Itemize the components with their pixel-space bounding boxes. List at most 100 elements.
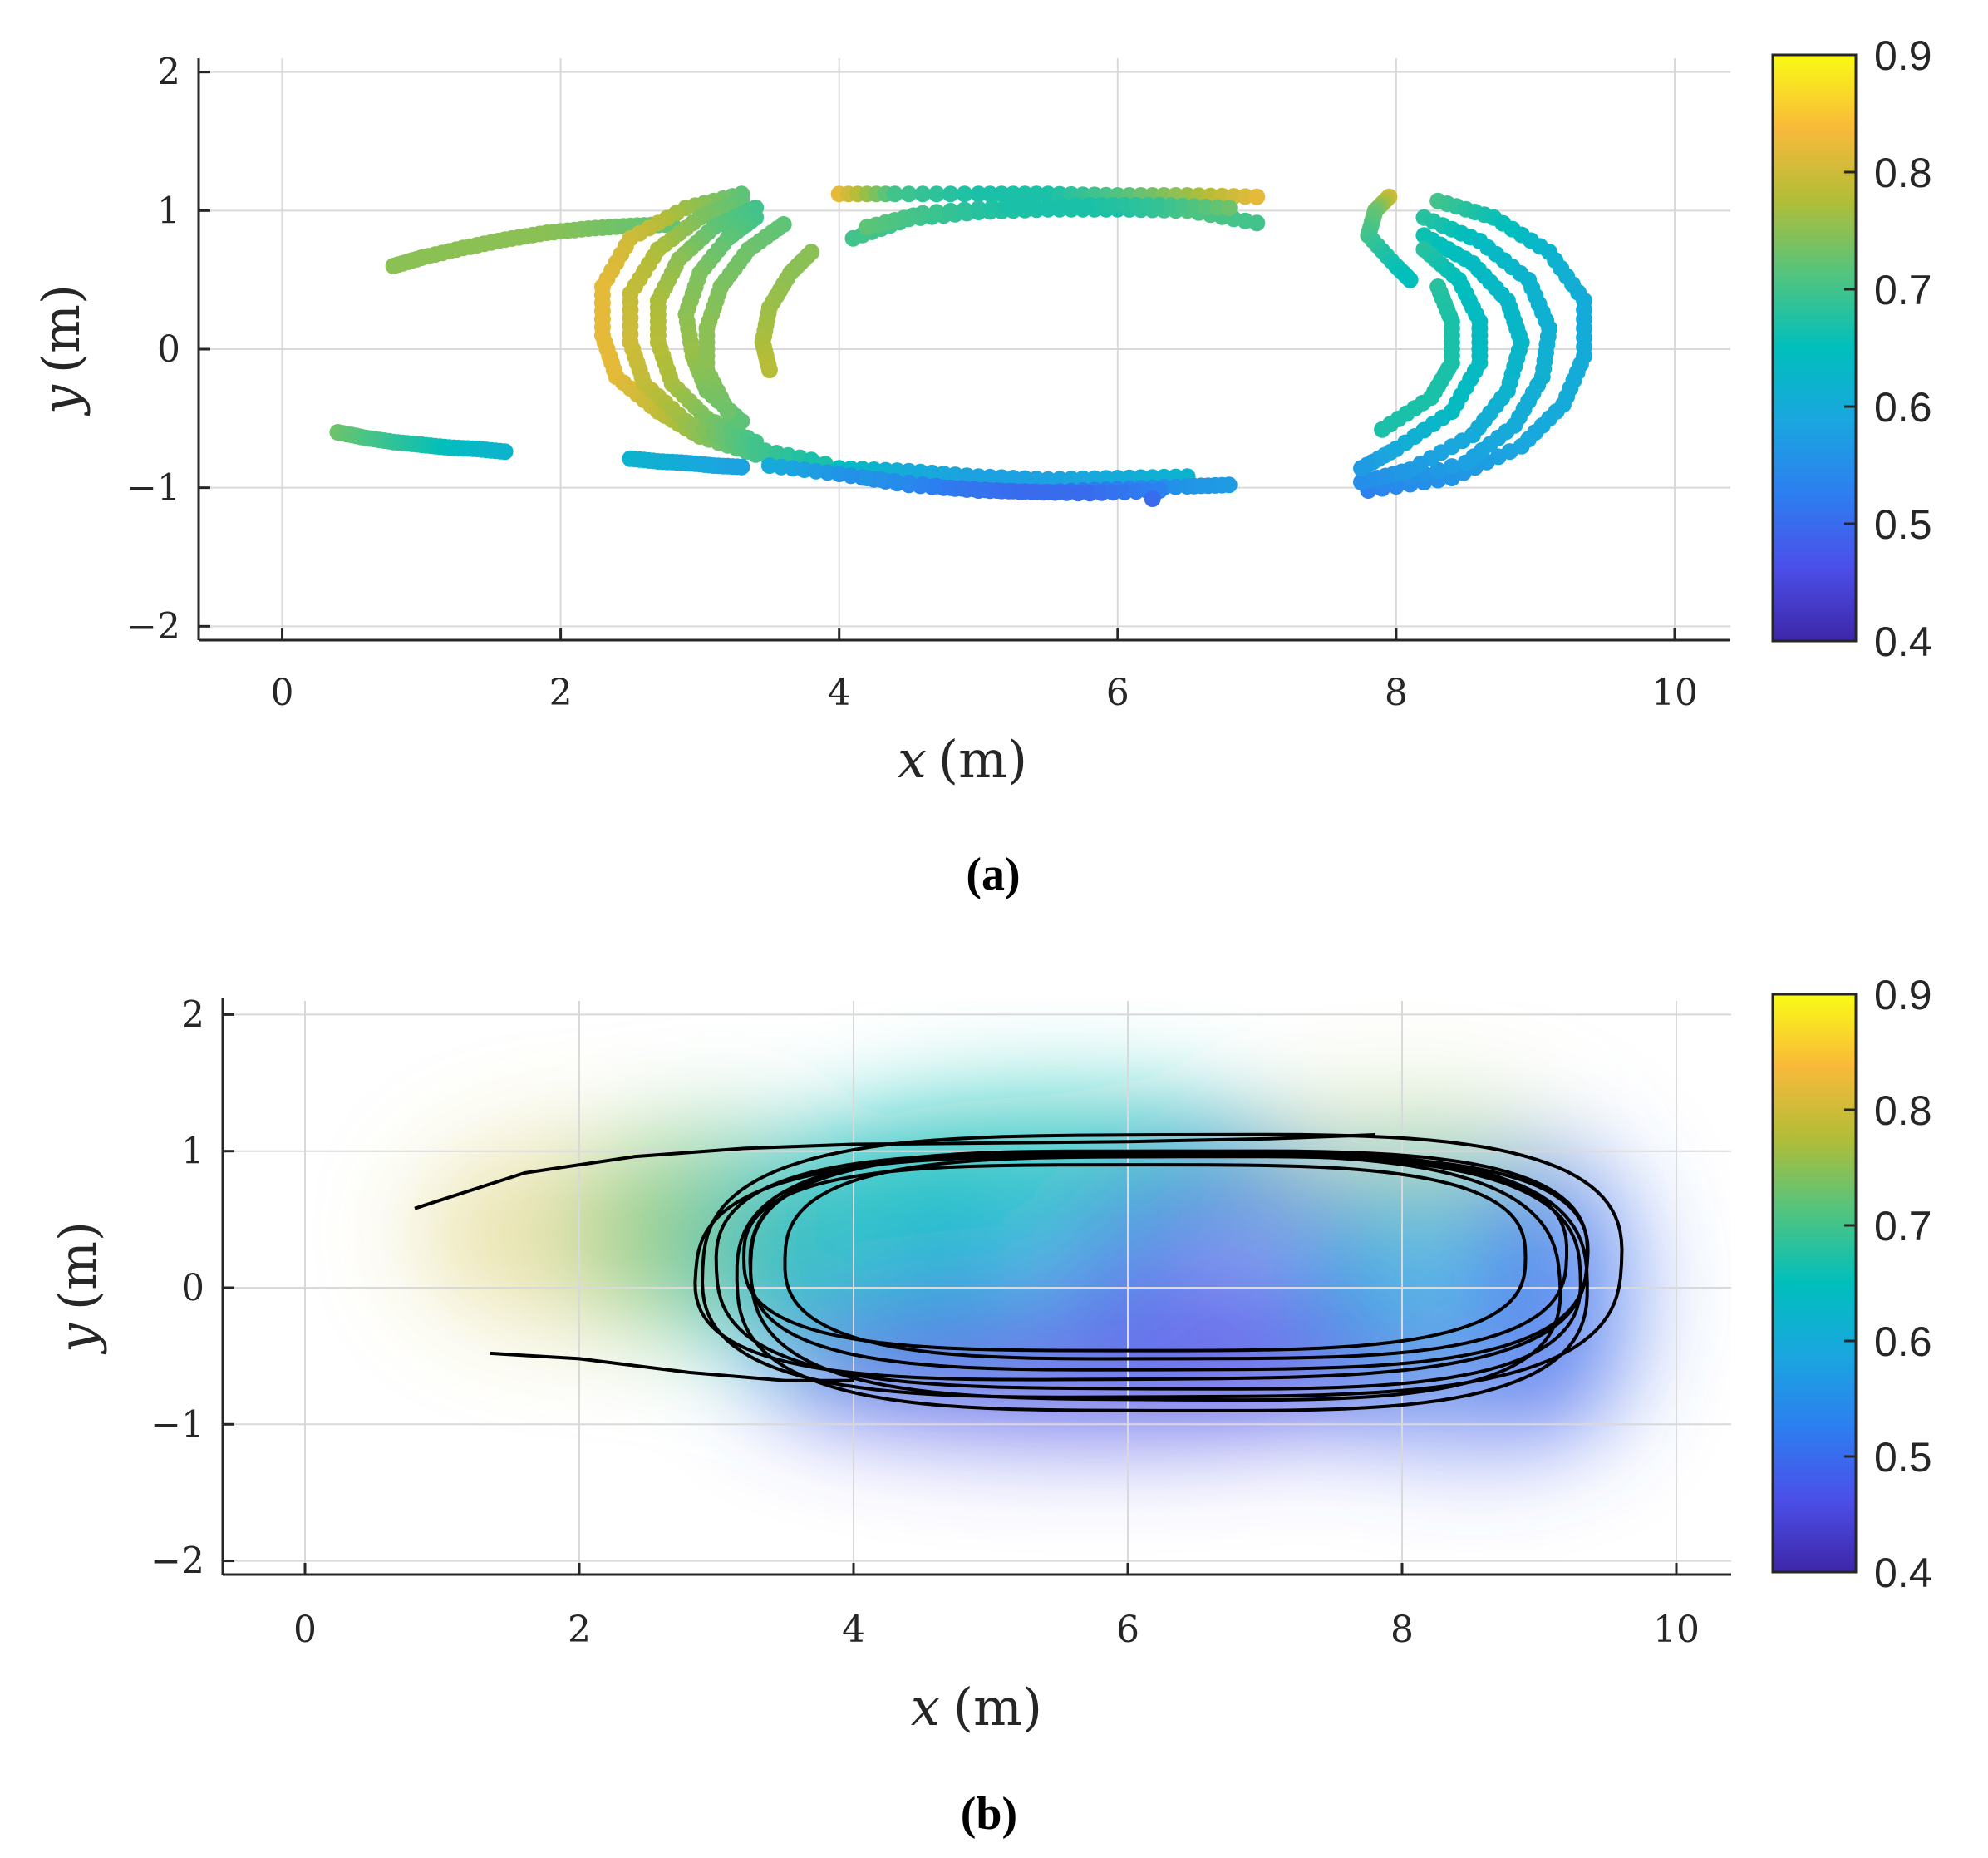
x-tick-label: 4 bbox=[842, 1609, 865, 1651]
axes-b bbox=[221, 998, 1731, 1576]
scatter-point bbox=[1457, 454, 1474, 471]
scatter-point bbox=[928, 477, 945, 495]
scatter-point bbox=[886, 472, 903, 490]
scatter-point bbox=[1401, 271, 1419, 288]
scatter-point bbox=[993, 185, 1011, 203]
scatter-point bbox=[1163, 197, 1179, 214]
series-right-arc-5 bbox=[1374, 278, 1460, 438]
scatter-point bbox=[1128, 483, 1145, 500]
y-tick-label: −1 bbox=[150, 1403, 204, 1446]
scatter-point bbox=[970, 200, 987, 218]
scatter-point bbox=[956, 201, 973, 219]
scatter-point bbox=[1063, 471, 1080, 488]
x-tick-labels-b: 0 2 4 6 8 10 bbox=[293, 1563, 1700, 1651]
colorbar-tick-labels-a: 0.4 0.5 0.6 0.7 0.8 0.9 bbox=[1844, 32, 1932, 665]
x-tick-label: 6 bbox=[1116, 1609, 1139, 1651]
series-bottom-left-seg bbox=[622, 450, 750, 476]
scatter-point bbox=[914, 205, 932, 222]
colorbar-gradient-a bbox=[1771, 53, 1858, 643]
scatter-point bbox=[900, 185, 918, 203]
y-tick-label: 2 bbox=[181, 993, 204, 1036]
series-left-arc-5 bbox=[698, 216, 792, 420]
colorbar-tick-label: 0.9 bbox=[1874, 972, 1932, 1018]
trajectory-loop-5 bbox=[783, 1155, 1568, 1361]
scatter-point bbox=[914, 476, 932, 493]
colorbar-tick-labels-b: 0.4 0.5 0.6 0.7 0.8 0.9 bbox=[1844, 972, 1932, 1596]
series-right-top-cluster bbox=[1360, 188, 1419, 288]
scatter-point bbox=[1105, 196, 1122, 214]
scatter-point bbox=[1128, 196, 1145, 214]
scatter-point bbox=[733, 458, 750, 476]
grid-a bbox=[199, 58, 1730, 640]
x-tick-label: 10 bbox=[1651, 672, 1698, 714]
scatter-point bbox=[1197, 198, 1214, 215]
scatter-point bbox=[1005, 470, 1022, 486]
scatter-point bbox=[1105, 484, 1122, 501]
scatter-point bbox=[719, 403, 736, 420]
scatter-point bbox=[982, 468, 999, 485]
trajectory-trajectory-lead-in-bottom bbox=[490, 1351, 854, 1382]
scatter-point bbox=[1167, 478, 1184, 495]
trajectory-loop-7 bbox=[742, 1163, 1528, 1353]
scatter-point bbox=[1248, 188, 1266, 205]
x-tick-label: 8 bbox=[1385, 672, 1408, 714]
scatter-point bbox=[1011, 483, 1029, 500]
scatter-point bbox=[942, 185, 959, 203]
y-tick-label: 0 bbox=[181, 1267, 204, 1309]
scatter-point bbox=[747, 433, 765, 451]
trajectory-paths-b bbox=[414, 1132, 1624, 1412]
scatter-point bbox=[997, 198, 1015, 215]
colorbar-b: 0.4 0.5 0.6 0.7 0.8 0.9 bbox=[1771, 972, 1932, 1596]
scatter-point bbox=[1074, 470, 1091, 487]
x-tick-labels-a: 0 2 4 6 8 10 bbox=[271, 628, 1698, 714]
colorbar-a: 0.4 0.5 0.6 0.7 0.8 0.9 bbox=[1771, 32, 1932, 665]
colorbar-tick-label: 0.8 bbox=[1874, 1087, 1932, 1134]
series-left-arc-6 bbox=[754, 244, 820, 378]
scatter-point bbox=[1220, 476, 1238, 494]
x-tick-label: 2 bbox=[568, 1609, 591, 1651]
scatter-point bbox=[733, 412, 750, 430]
scatter-point bbox=[956, 185, 973, 203]
x-tick-label: 6 bbox=[1106, 672, 1129, 714]
trajectory-loop-4 bbox=[748, 1151, 1562, 1402]
scatter-point bbox=[859, 470, 876, 486]
scatter-point bbox=[1011, 198, 1029, 215]
trajectory-loop-8 bbox=[735, 1149, 1589, 1412]
scatter-point bbox=[1070, 485, 1087, 502]
scatter-point bbox=[1220, 200, 1238, 216]
x-tick-label: 0 bbox=[271, 672, 294, 714]
y-axis-label-a: y(m) bbox=[31, 284, 91, 416]
scatter-point bbox=[984, 199, 1001, 216]
scatter-point bbox=[1053, 197, 1070, 214]
grid-b bbox=[223, 1001, 1731, 1575]
scatter-point bbox=[1081, 485, 1099, 502]
colorbar-tick-label: 0.5 bbox=[1874, 1434, 1932, 1481]
y-tick-label: −2 bbox=[126, 605, 180, 648]
scatter-point bbox=[914, 185, 932, 203]
scatter-point bbox=[1081, 196, 1099, 214]
colorbar-tick-label: 0.9 bbox=[1874, 32, 1932, 79]
y-tick-labels-a: −2 −1 0 1 2 bbox=[126, 52, 210, 648]
scatter-point bbox=[1040, 471, 1056, 488]
scatter-point bbox=[1116, 196, 1134, 214]
scatter-point bbox=[1443, 458, 1460, 476]
scatter-point bbox=[1067, 196, 1085, 214]
scatter-point bbox=[1443, 470, 1460, 486]
scatter-point bbox=[1353, 460, 1370, 477]
trajectory-trajectory-lead-in-top bbox=[414, 1133, 1375, 1210]
scatter-point bbox=[1085, 470, 1103, 487]
y-axis-label-b: y(m) bbox=[47, 1221, 108, 1355]
series-left-arc-2 bbox=[622, 191, 820, 469]
scatter-point bbox=[1040, 185, 1056, 203]
colorbar-tick-label: 0.5 bbox=[1874, 501, 1932, 548]
x-tick-label: 10 bbox=[1653, 1609, 1700, 1651]
y-tick-label: −2 bbox=[150, 1540, 204, 1583]
series-right-arc-3 bbox=[1353, 227, 1530, 490]
scatter-point bbox=[1185, 198, 1203, 215]
scatter-point bbox=[982, 185, 999, 203]
x-tick-label: 4 bbox=[828, 672, 851, 714]
y-tick-label: 1 bbox=[157, 190, 180, 232]
colorbar-tick-label: 0.7 bbox=[1874, 267, 1932, 313]
